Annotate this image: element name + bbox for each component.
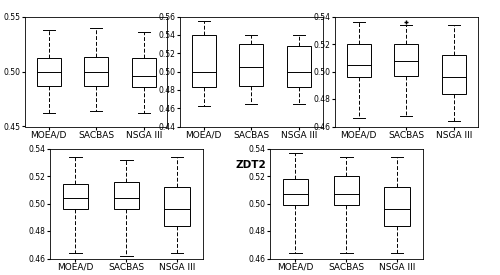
PathPatch shape xyxy=(384,187,410,225)
PathPatch shape xyxy=(114,182,139,209)
PathPatch shape xyxy=(442,55,466,94)
PathPatch shape xyxy=(282,179,308,205)
PathPatch shape xyxy=(192,35,216,87)
PathPatch shape xyxy=(132,58,156,87)
PathPatch shape xyxy=(394,44,418,76)
PathPatch shape xyxy=(62,184,88,209)
Text: ZDT2: ZDT2 xyxy=(236,160,266,169)
Text: ZDT3: ZDT3 xyxy=(391,160,422,169)
PathPatch shape xyxy=(84,57,108,86)
PathPatch shape xyxy=(287,46,310,87)
PathPatch shape xyxy=(240,44,263,86)
Text: ZDT1: ZDT1 xyxy=(81,160,112,169)
PathPatch shape xyxy=(37,58,60,86)
PathPatch shape xyxy=(164,187,190,225)
PathPatch shape xyxy=(347,44,370,77)
PathPatch shape xyxy=(334,176,359,205)
